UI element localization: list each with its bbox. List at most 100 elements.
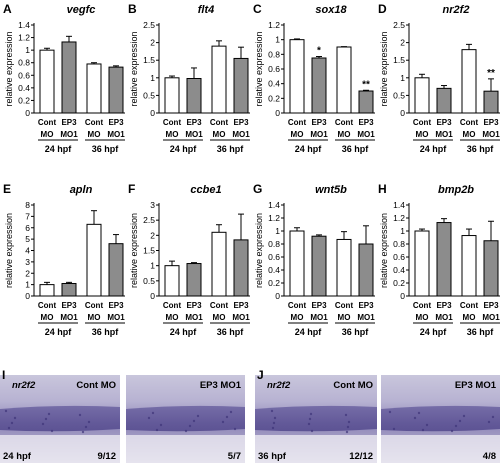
ish-staining-dot: [10, 421, 14, 425]
y-tick-label: 0.4: [18, 83, 30, 93]
category-label-line1: EP3: [233, 301, 249, 310]
group-label: 36 hpf: [342, 144, 370, 154]
chart-title: wnt5b: [315, 184, 347, 196]
ish-staining-dot: [221, 420, 225, 424]
y-tick-label: 3: [25, 257, 30, 267]
chart-title: flt4: [198, 4, 215, 16]
y-tick-label: 2.5: [143, 20, 155, 30]
y-axis-label: relative expression: [4, 213, 14, 288]
category-label-line2: MO: [338, 130, 351, 139]
bar: [461, 49, 477, 114]
group-label: 24 hpf: [45, 327, 73, 337]
ish-image: Cont MO 9/12: [0, 375, 120, 463]
y-tick-label: 1: [400, 73, 405, 83]
category-label-line2: MO: [88, 313, 101, 322]
ish-staining-dot: [310, 429, 314, 433]
ish-staining-dot: [487, 420, 491, 424]
group-label: 36 hpf: [217, 144, 245, 154]
category-label-line2: MO1: [435, 313, 453, 322]
category-label-line1: Cont: [413, 301, 432, 310]
significance-marker: **: [487, 68, 495, 79]
category-label-line2: MO1: [310, 130, 328, 139]
chart-title: sox18: [315, 4, 347, 16]
category-label-line2: MO1: [60, 130, 78, 139]
category-label-line1: EP3: [311, 118, 327, 127]
group-label: 24 hpf: [420, 327, 448, 337]
category-label-line1: Cont: [460, 118, 479, 127]
category-label-line1: Cont: [210, 301, 229, 310]
category-label-line2: MO1: [310, 313, 328, 322]
ish-count-label: 5/7: [228, 451, 241, 462]
ish-gene-label: nr2f2: [267, 380, 291, 391]
category-label-line1: Cont: [288, 301, 307, 310]
category-label-line2: MO1: [232, 130, 250, 139]
y-tick-label: 0: [25, 108, 30, 118]
bar: [311, 57, 327, 114]
y-tick-label: 1.5: [143, 246, 155, 256]
ish-condition-label: EP3 MO1: [200, 380, 242, 391]
ish-staining-dot: [44, 417, 48, 421]
category-label-line2: MO1: [60, 313, 78, 322]
y-tick-label: 0.4: [393, 265, 405, 275]
ish-staining-dot: [271, 426, 275, 430]
category-label-line2: MO1: [357, 313, 375, 322]
y-tick-label: 0.6: [268, 252, 280, 262]
y-tick-label: 0.2: [268, 278, 280, 288]
category-label-line1: Cont: [335, 118, 354, 127]
y-tick-label: 0.8: [393, 239, 405, 249]
category-label-line2: MO: [166, 313, 179, 322]
ish-staining-dot: [273, 416, 277, 420]
panel-letter: C: [253, 2, 262, 16]
significance-marker: *: [317, 46, 321, 57]
bar: [39, 284, 55, 297]
panel-letter: G: [253, 182, 262, 196]
significance-marker: **: [362, 79, 370, 90]
ish-staining-dot: [225, 415, 229, 419]
category-label-line1: Cont: [288, 118, 307, 127]
category-label-line1: Cont: [413, 118, 432, 127]
category-label-line2: MO: [166, 130, 179, 139]
category-label-line1: EP3: [233, 118, 249, 127]
bar: [336, 46, 352, 114]
bar: [436, 222, 452, 297]
y-tick-label: 0.5: [143, 276, 155, 286]
y-tick-label: 0.2: [18, 95, 30, 105]
ish-staining-dot: [50, 429, 54, 433]
group-label: 24 hpf: [170, 327, 198, 337]
ish-staining-dot: [13, 416, 17, 420]
ish-staining-dot: [81, 430, 85, 434]
ish-staining-dot: [78, 413, 82, 417]
ish-staining-dot: [413, 416, 417, 420]
ish-yolk-region: [255, 435, 377, 463]
group-label: 36 hpf: [92, 327, 120, 337]
chart-title: vegfc: [67, 4, 96, 16]
ish-staining-dot: [308, 417, 312, 421]
category-label-line1: EP3: [108, 301, 124, 310]
ish-image: Cont MO 12/12: [255, 375, 377, 463]
y-tick-label: 1.5: [143, 55, 155, 65]
ish-count-label: 9/12: [98, 451, 117, 462]
chart-title: ccbe1: [190, 184, 221, 196]
category-label-line1: EP3: [483, 301, 499, 310]
y-tick-label: 0.6: [268, 64, 280, 74]
ish-staining-dot: [462, 414, 466, 418]
y-tick-label: 1.4: [268, 200, 280, 210]
y-tick-label: 8: [25, 200, 30, 210]
ish-staining-dot: [155, 428, 159, 432]
y-tick-label: 1: [275, 226, 280, 236]
category-label-line1: Cont: [85, 118, 104, 127]
group-label: 24 hpf: [420, 144, 448, 154]
ish-staining-dot: [270, 409, 274, 413]
ish-yolk-region: [381, 435, 500, 463]
panel-letter: J: [257, 368, 264, 382]
y-axis-label: relative expression: [254, 213, 264, 288]
ish-staining-dot: [184, 429, 188, 433]
y-tick-label: 0: [275, 108, 280, 118]
ish-staining-dot: [229, 410, 233, 414]
chart-title: bmp2b: [438, 184, 474, 196]
category-label-line2: MO: [416, 313, 429, 322]
